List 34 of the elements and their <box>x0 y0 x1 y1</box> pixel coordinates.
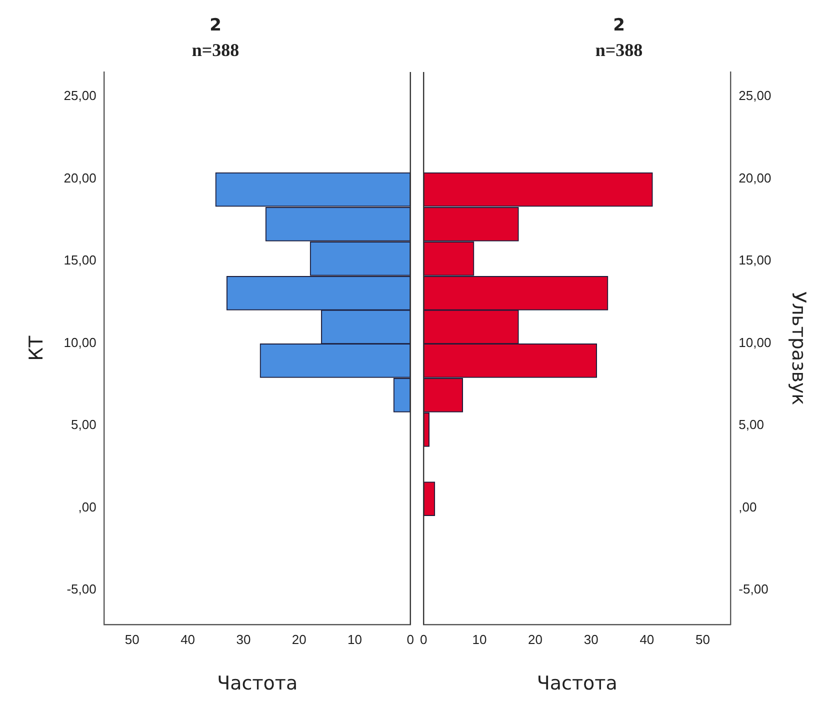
x-tick-label: 10 <box>348 632 362 647</box>
y-tick-label: 15,00 <box>738 252 772 268</box>
x-tick-label: 40 <box>640 632 654 647</box>
y-tick-label: 25,00 <box>64 88 96 104</box>
y-tick-label: 20,00 <box>738 170 772 186</box>
chart-subtitle: n=388 <box>595 40 643 60</box>
x-tick-label: 0 <box>420 632 428 647</box>
y-tick-label: -5,00 <box>66 582 96 597</box>
x-tick-label: 30 <box>236 632 251 647</box>
y-tick-label: ,00 <box>738 499 757 514</box>
y-tick-label: ,00 <box>78 499 96 514</box>
x-axis-title: Частота <box>217 672 298 695</box>
y-tick-label: 15,00 <box>64 252 96 268</box>
y-axis-title: Ультразвук <box>788 291 810 406</box>
y-tick-label: 20,00 <box>64 170 96 186</box>
y-tick-label: 5,00 <box>71 417 96 432</box>
y-tick-label: -5,00 <box>738 582 768 597</box>
x-axis-title: Частота <box>536 672 618 695</box>
x-tick-label: 50 <box>124 632 140 647</box>
x-tick-label: 30 <box>584 632 598 647</box>
chart-subtitle: n=388 <box>192 40 240 60</box>
x-tick-label: 50 <box>696 632 710 647</box>
chart-title: 2 <box>613 16 625 36</box>
x-tick-label: 20 <box>528 632 543 647</box>
y-tick-label: 10,00 <box>64 334 96 350</box>
y-tick-label: 10,00 <box>738 334 772 350</box>
x-tick-label: 20 <box>292 632 306 647</box>
chart-title: 2 <box>210 16 222 36</box>
y-tick-label: 5,00 <box>738 417 764 432</box>
y-axis-title: КТ <box>25 335 48 361</box>
y-tick-label: 25,00 <box>738 88 772 104</box>
x-tick-label: 10 <box>472 632 487 647</box>
x-tick-label: 40 <box>180 632 196 647</box>
x-tick-label: 0 <box>406 632 414 647</box>
